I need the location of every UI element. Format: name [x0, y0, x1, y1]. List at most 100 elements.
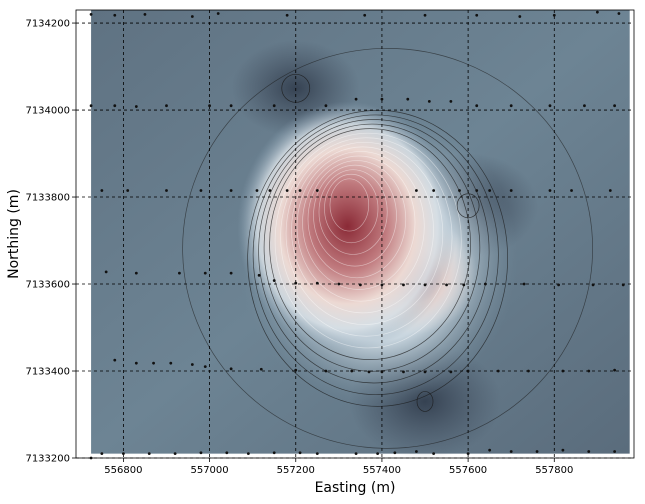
station-point	[423, 283, 427, 287]
station-point	[100, 452, 104, 456]
x-tick-label: 557600	[449, 465, 487, 476]
station-point	[527, 369, 530, 373]
station-point	[315, 452, 319, 456]
contour-low-0	[416, 391, 434, 412]
contour-ring-8	[291, 146, 434, 314]
station-point	[121, 452, 125, 456]
station-point	[255, 189, 259, 192]
station-point	[225, 451, 229, 455]
station-point	[613, 368, 617, 372]
y-tick-label: 7133200	[25, 454, 70, 465]
station-point	[449, 370, 453, 374]
contour-ring-3	[318, 169, 388, 255]
station-point	[257, 273, 261, 277]
station-point	[147, 452, 151, 456]
contour-low-1	[456, 193, 480, 219]
station-point	[315, 281, 319, 285]
station-point	[190, 15, 194, 18]
station-point	[89, 104, 93, 108]
station-point	[535, 450, 539, 453]
contour-ring-2	[324, 173, 379, 244]
station-point	[522, 282, 526, 286]
station-point	[324, 104, 328, 108]
x-axis-label: Easting (m)	[315, 480, 396, 496]
station-point	[354, 97, 358, 101]
contour-ring-1	[329, 178, 370, 232]
contour-ring-5	[307, 160, 407, 279]
station-point	[259, 367, 263, 371]
y-ticks: 7133200 7133400 7133600 7133800 7134000 71342…	[25, 19, 76, 465]
contour-ring-15	[252, 114, 499, 396]
y-tick-label: 7134200	[25, 19, 70, 30]
station-point	[229, 189, 233, 192]
y-tick-label: 7133400	[25, 367, 70, 378]
station-points	[89, 10, 625, 460]
station-point	[518, 15, 522, 18]
station-point	[402, 283, 405, 287]
station-point	[178, 271, 181, 275]
station-point	[475, 189, 479, 192]
station-point	[134, 271, 138, 275]
contour-ring-12	[269, 128, 471, 360]
station-point	[380, 97, 384, 101]
contour-ring-11	[274, 132, 462, 349]
station-point	[613, 104, 617, 108]
station-point	[509, 104, 513, 108]
y-tick-label: 7134000	[25, 106, 70, 117]
station-point	[89, 12, 93, 16]
station-point	[229, 271, 233, 275]
station-point	[496, 369, 500, 373]
x-ticks: 556800 557000 557200 557400 557600 557800	[104, 458, 573, 476]
station-point	[216, 12, 220, 15]
station-point	[315, 189, 319, 192]
station-point	[173, 452, 177, 456]
station-point	[445, 283, 448, 287]
station-point	[509, 450, 513, 453]
station-point	[268, 189, 272, 192]
station-point	[466, 369, 470, 373]
station-point	[423, 370, 427, 374]
station-point	[402, 370, 405, 374]
station-point	[126, 189, 130, 192]
x-tick-label: 556800	[104, 465, 142, 476]
station-point	[113, 358, 117, 362]
station-point	[143, 12, 147, 16]
station-point	[591, 283, 595, 287]
contour-outer	[182, 47, 593, 449]
station-point	[229, 104, 233, 108]
station-point	[613, 450, 617, 453]
station-point	[272, 104, 276, 108]
station-point	[561, 448, 565, 452]
station-point	[190, 363, 194, 366]
station-point	[548, 189, 552, 192]
x-tick-label: 557200	[277, 465, 315, 476]
heatmap-field	[91, 10, 630, 458]
station-point	[134, 361, 138, 365]
station-point	[203, 271, 207, 275]
x-tick-label: 557800	[535, 465, 573, 476]
station-point	[294, 281, 298, 285]
contour-ring-7	[296, 151, 425, 302]
station-point	[617, 12, 621, 15]
station-point	[415, 450, 418, 453]
station-point	[152, 361, 155, 365]
x-tick-label: 557400	[363, 465, 401, 476]
station-point	[406, 97, 410, 101]
station-point	[294, 368, 298, 372]
station-point	[272, 279, 276, 282]
station-point	[104, 270, 108, 274]
station-point	[165, 104, 168, 108]
station-point	[483, 282, 487, 286]
station-point	[100, 189, 104, 192]
station-point	[621, 283, 625, 287]
station-point	[208, 104, 211, 108]
station-point	[393, 451, 397, 455]
station-point	[376, 452, 380, 456]
station-point	[415, 189, 418, 192]
station-point	[475, 13, 479, 17]
station-point	[432, 189, 436, 192]
contour-ring-14	[258, 119, 490, 384]
y-axis-label: Northing (m)	[6, 189, 22, 279]
contour-ring-9	[285, 141, 444, 325]
